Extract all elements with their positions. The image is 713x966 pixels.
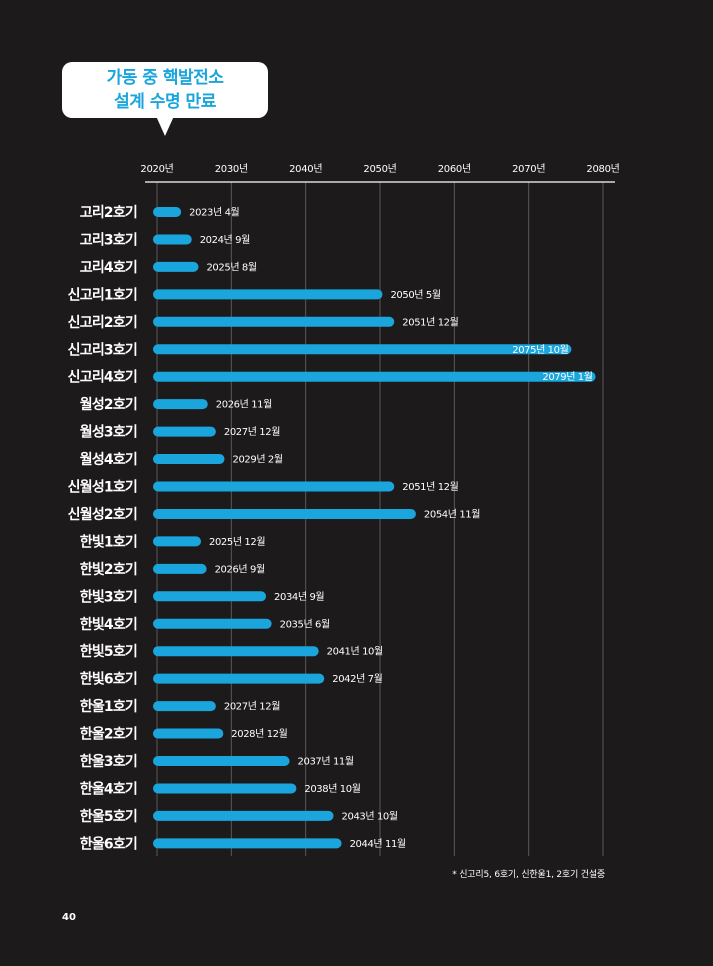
data-label: 2029년 2월 [232, 454, 282, 466]
data-label: 2026년 11월 [216, 399, 272, 411]
data-label: 2034년 9월 [274, 591, 324, 603]
x-tick-label: 2080년 [586, 163, 619, 175]
x-tick-label: 2040년 [289, 163, 322, 175]
data-label: 2075년 10월 [512, 344, 568, 356]
data-label: 2027년 12월 [224, 701, 280, 713]
data-label: 2025년 8월 [206, 261, 256, 273]
category-label: 한울6호기 [80, 835, 137, 852]
bar [153, 289, 383, 300]
bar [153, 207, 182, 217]
x-tick-label: 2050년 [363, 163, 396, 175]
bubble-title-line-2: 설계 수명 만료 [114, 92, 216, 112]
footnote: * 신고리5, 6호기, 신한울1, 2호기 건설중 [452, 870, 605, 880]
data-label: 2035년 6월 [280, 618, 330, 630]
data-label: 2025년 12월 [209, 536, 265, 548]
category-label: 신고리3호기 [68, 342, 137, 358]
bar [153, 591, 267, 602]
category-label: 한빛3호기 [80, 589, 137, 605]
data-label: 2026년 9월 [215, 563, 265, 575]
bar [153, 481, 395, 492]
bar [153, 344, 572, 355]
bar [153, 371, 596, 382]
data-label: 2023년 4월 [189, 207, 239, 219]
bar [153, 508, 416, 519]
category-label: 한빛4호기 [80, 617, 137, 633]
category-label: 한빛6호기 [80, 672, 137, 688]
x-tick-label: 2020년 [140, 163, 173, 175]
category-label: 한울4호기 [80, 780, 137, 797]
x-tick-label: 2030년 [215, 163, 248, 175]
category-label: 한울2호기 [80, 726, 137, 743]
bar [153, 454, 225, 465]
bar [153, 618, 272, 629]
category-label: 신고리2호기 [68, 315, 137, 331]
category-label: 한울5호기 [80, 808, 137, 825]
speech-bubble: 가동 중 핵발전소 설계 수명 만료 [62, 62, 268, 118]
category-label: 한빛1호기 [80, 534, 137, 550]
data-label: 2037년 11월 [298, 756, 354, 768]
category-label: 한울1호기 [80, 698, 137, 715]
data-label: 2079년 1월 [542, 371, 592, 383]
category-label: 신고리4호기 [68, 370, 137, 386]
data-label: 2041년 10월 [327, 646, 383, 658]
data-label: 2050년 5월 [390, 289, 440, 301]
bubble-title-line-1: 가동 중 핵발전소 [106, 68, 224, 88]
data-label: 2051년 12월 [402, 316, 458, 328]
category-label: 월성4호기 [80, 451, 137, 468]
bar [153, 783, 297, 794]
data-label: 2027년 12월 [224, 426, 280, 438]
x-tick-label: 2070년 [512, 163, 545, 175]
bar [153, 234, 192, 245]
category-label: 한빛5호기 [80, 644, 137, 660]
bar [153, 536, 202, 547]
category-label: 고리2호기 [80, 205, 137, 221]
category-label: 월성3호기 [80, 424, 137, 441]
bar [153, 728, 224, 739]
data-label: 2024년 9월 [200, 234, 250, 246]
page-number: 40 [62, 912, 76, 923]
category-label: 고리4호기 [80, 260, 137, 276]
data-label: 2054년 11월 [424, 508, 480, 520]
bar [153, 316, 395, 327]
category-label: 한울3호기 [80, 753, 137, 770]
data-label: 2038년 10월 [304, 783, 360, 795]
category-label: 신월성2호기 [68, 506, 137, 523]
data-label: 2051년 12월 [402, 481, 458, 493]
data-label: 2028년 12월 [231, 728, 287, 740]
bar [153, 399, 208, 410]
x-tick-label: 2060년 [438, 163, 471, 175]
category-label: 월성2호기 [80, 396, 137, 413]
bar [153, 563, 207, 574]
bar [153, 673, 325, 684]
bar [153, 646, 319, 657]
data-label: 2043년 10월 [342, 810, 398, 822]
speech-bubble-tail [156, 116, 174, 136]
category-label: 신월성1호기 [68, 479, 137, 496]
bar [153, 426, 216, 437]
category-label: 고리3호기 [80, 232, 137, 248]
data-label: 2042년 7월 [332, 673, 382, 685]
bar [153, 701, 216, 712]
bar [153, 838, 342, 849]
bar [153, 756, 290, 766]
category-label: 신고리1호기 [68, 287, 137, 303]
category-label: 한빛2호기 [80, 562, 137, 578]
bar [153, 810, 334, 821]
bar [153, 261, 199, 272]
data-label: 2044년 11월 [350, 838, 406, 850]
